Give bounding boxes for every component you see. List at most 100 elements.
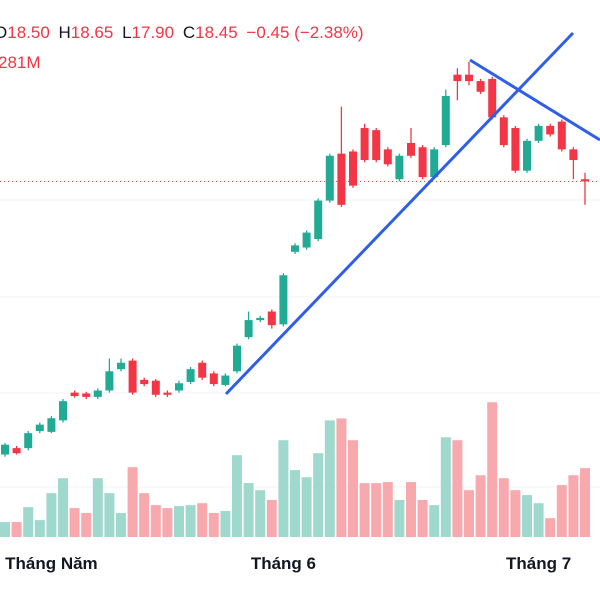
candle-body [12, 448, 21, 454]
volume-bar [452, 440, 463, 537]
volume-bar [556, 485, 567, 537]
price-layer [0, 61, 600, 457]
volume-bar [220, 511, 231, 537]
candle-body [441, 96, 450, 146]
volume-bar [11, 522, 22, 537]
candle-body [453, 74, 462, 82]
volume-bar [162, 508, 173, 537]
candle-body [302, 232, 311, 248]
volume-bar [208, 512, 219, 537]
x-tick-label: Tháng 7 [506, 554, 571, 573]
legend-key: H [59, 23, 71, 42]
legend-key: O [0, 23, 7, 42]
volume-bar [81, 512, 92, 537]
candle-body [35, 424, 44, 432]
legend-value: 18.45 [195, 23, 238, 42]
candle-body [163, 392, 172, 395]
candle-body [291, 245, 299, 252]
candle-body [24, 433, 33, 449]
volume-bar [533, 503, 544, 537]
legend-value: 17.90 [132, 23, 175, 42]
volume-bar [324, 420, 335, 537]
candle-body [418, 147, 427, 178]
candle-body [360, 128, 369, 161]
x-tick-label: Tháng Năm [5, 554, 98, 573]
volume-bar [313, 453, 324, 537]
volume-bar [174, 506, 184, 537]
volume-bar [545, 518, 556, 537]
volume-legend: 281M [0, 53, 41, 72]
volume-bar [69, 508, 80, 537]
candle-body [209, 373, 218, 385]
volume-bar [440, 437, 451, 537]
volume-bar [510, 490, 521, 537]
candle-body [465, 74, 473, 82]
candle-body [569, 149, 578, 161]
volume-bar [255, 490, 266, 537]
volume-bar [359, 483, 370, 537]
candle-body [488, 78, 497, 118]
volume-bar [232, 455, 242, 537]
volume-bar [580, 468, 590, 537]
candle-body [59, 401, 67, 421]
candle-body [186, 369, 195, 382]
volume-bar [382, 482, 393, 537]
volume-bar [23, 507, 34, 537]
volume-bar [34, 520, 45, 537]
volume-bar [243, 483, 254, 537]
volume-bar [0, 522, 10, 537]
volume-bar [116, 512, 126, 537]
candle-body [151, 380, 160, 395]
candle-body [47, 418, 56, 432]
candle-body [476, 81, 485, 92]
volume-bar [498, 478, 509, 537]
volume-bar [185, 505, 196, 537]
volume-bar [336, 418, 347, 537]
volume-bar [139, 493, 150, 537]
volume-bar [348, 440, 358, 537]
trend-line [224, 31, 575, 396]
candle-body [430, 149, 439, 178]
volume-bar [58, 478, 68, 537]
candle-body [233, 345, 241, 372]
volume-bar [46, 493, 57, 537]
volume-bar [487, 402, 498, 537]
candle-body [511, 128, 520, 171]
candle-body [244, 320, 253, 338]
candle-body [349, 151, 357, 186]
volume-bar [150, 505, 161, 537]
candle-body [325, 155, 334, 201]
candle-body [279, 275, 288, 325]
candle-body [581, 179, 589, 182]
legend-value: 18.65 [71, 23, 114, 42]
candle-body [221, 375, 230, 385]
volume-bar [127, 467, 138, 537]
volume-bar [92, 478, 103, 537]
volume-bar [290, 470, 300, 537]
volume-layer [0, 402, 590, 537]
volume-bar [464, 490, 474, 537]
candle-body [140, 379, 149, 385]
candle-body [499, 117, 508, 146]
volume-bar [301, 477, 312, 537]
volume-bar [568, 475, 579, 537]
volume-bar [266, 500, 277, 537]
volume-bar [371, 483, 382, 537]
candle-body [546, 125, 555, 135]
candle-body [93, 390, 102, 397]
legend-key: C [183, 23, 195, 42]
candle-body [395, 155, 404, 180]
volume-bar [429, 505, 440, 537]
candle-body [407, 142, 415, 156]
volume-bar [417, 500, 428, 537]
volume-bar [522, 495, 532, 537]
volume-bar [197, 503, 208, 537]
candle-body [523, 140, 531, 171]
candle-body [534, 125, 543, 141]
volume-bar [394, 500, 405, 537]
legend-value: 18.50 [7, 23, 50, 42]
candle-body [557, 121, 566, 150]
volume-bar [104, 493, 115, 537]
candle-body [256, 317, 265, 321]
